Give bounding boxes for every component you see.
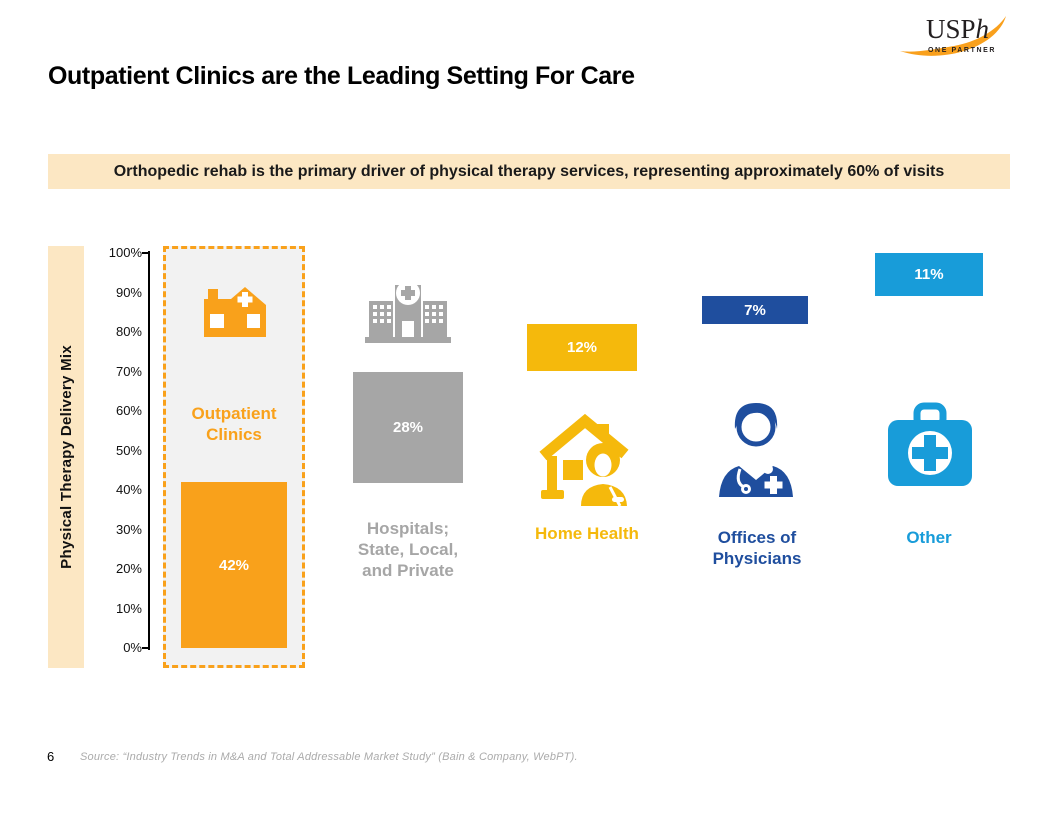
y-tick-label: 70%: [115, 364, 142, 379]
category-label: Other: [844, 527, 1014, 548]
bar-segment-hospitals: 28%: [353, 372, 463, 483]
bar-segment-home-health: 12%: [527, 324, 637, 371]
bar-value-label: 11%: [914, 266, 944, 283]
category-label: Hospitals; State, Local, and Private: [323, 518, 493, 581]
page-number: 6: [47, 749, 55, 764]
y-axis-line: [148, 251, 150, 650]
category-label-line: Offices of: [717, 528, 797, 547]
category-label: Offices of Physicians: [672, 527, 842, 569]
category-label-line: and Private: [362, 561, 454, 580]
category-label-line: Physicians: [712, 549, 802, 568]
logo-tagline: ONE PARTNER: [928, 47, 997, 54]
y-tick-label: 10%: [115, 601, 142, 616]
category-label: Outpatient Clinics: [149, 403, 319, 445]
y-tick-label: 60%: [115, 403, 142, 418]
usph-logo: USPh ONE PARTNER: [896, 14, 1012, 68]
clinic-building-icon: [204, 287, 266, 337]
y-tick-label: 80%: [115, 324, 142, 339]
home-health-icon: [539, 413, 629, 506]
logo-swoosh-icon: [900, 16, 1006, 56]
bar-value-label: 7%: [744, 301, 766, 319]
first-aid-kit-icon: [888, 402, 972, 486]
y-axis-title: Physical Therapy Delivery Mix: [57, 345, 75, 569]
y-tick-label: 50%: [115, 443, 142, 458]
callout-banner: Orthopedic rehab is the primary driver o…: [48, 154, 1010, 189]
y-tick-label: 0%: [123, 640, 142, 655]
y-tick-label: 100%: [108, 245, 142, 260]
category-label-line: Clinics: [206, 425, 262, 444]
hospital-icon: [365, 281, 451, 343]
y-tick-label: 30%: [115, 522, 142, 537]
y-tick-label: 90%: [115, 285, 142, 300]
doctor-icon: [719, 403, 793, 497]
bar-value-label: 28%: [392, 419, 424, 436]
page-title: Outpatient Clinics are the Leading Setti…: [48, 62, 635, 90]
callout-text: Orthopedic rehab is the primary driver o…: [113, 162, 945, 180]
bar-segment-other: 11%: [875, 253, 983, 296]
logo-brand: USPh: [926, 14, 989, 45]
bar-value-label: 42%: [218, 556, 250, 574]
logo-brand-suffix: h: [975, 14, 990, 44]
y-axis-title-strip: Physical Therapy Delivery Mix: [48, 246, 84, 668]
y-tick-label: 40%: [115, 482, 142, 497]
category-label-line: Home Health: [535, 524, 639, 543]
category-label-line: State, Local,: [357, 540, 459, 559]
y-tick-label: 20%: [115, 561, 142, 576]
bar-segment-outpatient: 42%: [181, 482, 287, 648]
bar-value-label: 12%: [566, 339, 598, 356]
y-axis-tick: [142, 252, 149, 254]
category-label-line: Other: [906, 528, 952, 547]
y-axis-tick: [142, 647, 149, 649]
logo-brand-prefix: USP: [926, 14, 976, 44]
category-label-line: Outpatient: [191, 404, 277, 423]
category-label: Home Health: [502, 523, 672, 544]
bar-segment-offices-of-physicians: 7%: [702, 296, 808, 324]
source-citation: Source: “Industry Trends in M&A and Tota…: [80, 751, 578, 763]
category-label-line: Hospitals;: [366, 519, 450, 538]
